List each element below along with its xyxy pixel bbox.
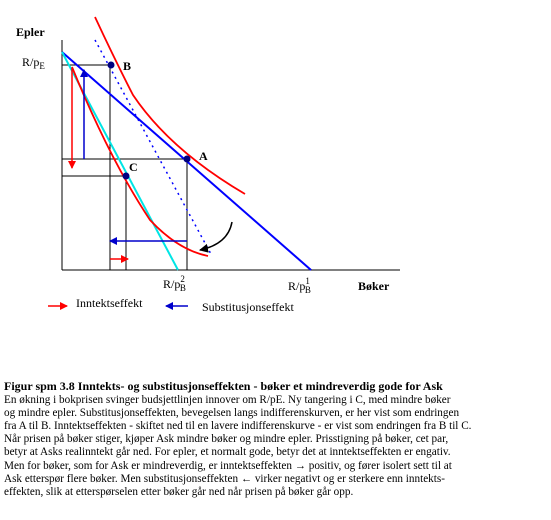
budget-line-parallel bbox=[94, 39, 213, 257]
indifference-diagram: Epler Bøker R/pE R/p2 B R/p1 B B A C Innte… bbox=[16, 16, 400, 314]
legend-substitution-label: Substitusjonseffekt bbox=[202, 300, 294, 314]
caption-line: betyr at Asks realinntekt går ned. For e… bbox=[4, 446, 451, 459]
y-intercept-label: R/pE bbox=[22, 55, 45, 71]
y-axis-label: Epler bbox=[16, 25, 45, 39]
caption-line: Når prisen på bøker stiger, kjøper Ask m… bbox=[4, 433, 449, 446]
point-A bbox=[183, 155, 191, 163]
x-intercept-1-label: R/p1 B bbox=[288, 276, 311, 295]
x-axis-label: Bøker bbox=[358, 279, 390, 293]
point-B bbox=[107, 61, 115, 69]
legend-income-label: Inntektseffekt bbox=[76, 296, 143, 310]
caption-title: Figur spm 3.8 Inntekts- og substitusjons… bbox=[4, 379, 443, 393]
caption-line: og mindre epler. Substitusjonseffekten, … bbox=[4, 407, 460, 420]
figure-caption: Figur spm 3.8 Inntekts- og substitusjons… bbox=[4, 379, 544, 499]
x-intercept-2-label: R/p2 B bbox=[163, 274, 186, 293]
point-A-label: A bbox=[199, 149, 208, 163]
caption-line: Ask etterspør flere bøker. Men substitus… bbox=[4, 472, 445, 485]
indifference-curve-high bbox=[94, 16, 246, 195]
point-C-label: C bbox=[129, 160, 138, 174]
point-B-label: B bbox=[123, 59, 131, 73]
caption-line: En økning i bokprisen svinger budsjettli… bbox=[4, 394, 451, 407]
caption-line: Men for bøker, som for Ask er mindreverd… bbox=[4, 459, 452, 472]
caption-line: fra A til B. Inntektseffekten - skiftet … bbox=[4, 420, 472, 433]
indifference-curve-low bbox=[71, 66, 209, 257]
caption-line: effekten, slik at etterspørselen etter b… bbox=[4, 485, 354, 498]
shift-arrow bbox=[199, 221, 233, 253]
point-C bbox=[122, 172, 130, 180]
